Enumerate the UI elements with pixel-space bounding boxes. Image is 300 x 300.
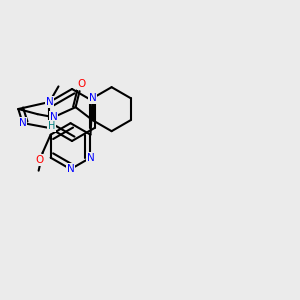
Text: H: H bbox=[48, 121, 55, 131]
Text: N: N bbox=[67, 164, 74, 174]
Text: N: N bbox=[89, 93, 96, 103]
Text: N: N bbox=[87, 153, 94, 163]
Text: N: N bbox=[19, 118, 26, 128]
Text: O: O bbox=[77, 79, 86, 89]
Text: O: O bbox=[35, 155, 44, 165]
Text: N: N bbox=[46, 97, 53, 107]
Text: N: N bbox=[50, 112, 58, 122]
